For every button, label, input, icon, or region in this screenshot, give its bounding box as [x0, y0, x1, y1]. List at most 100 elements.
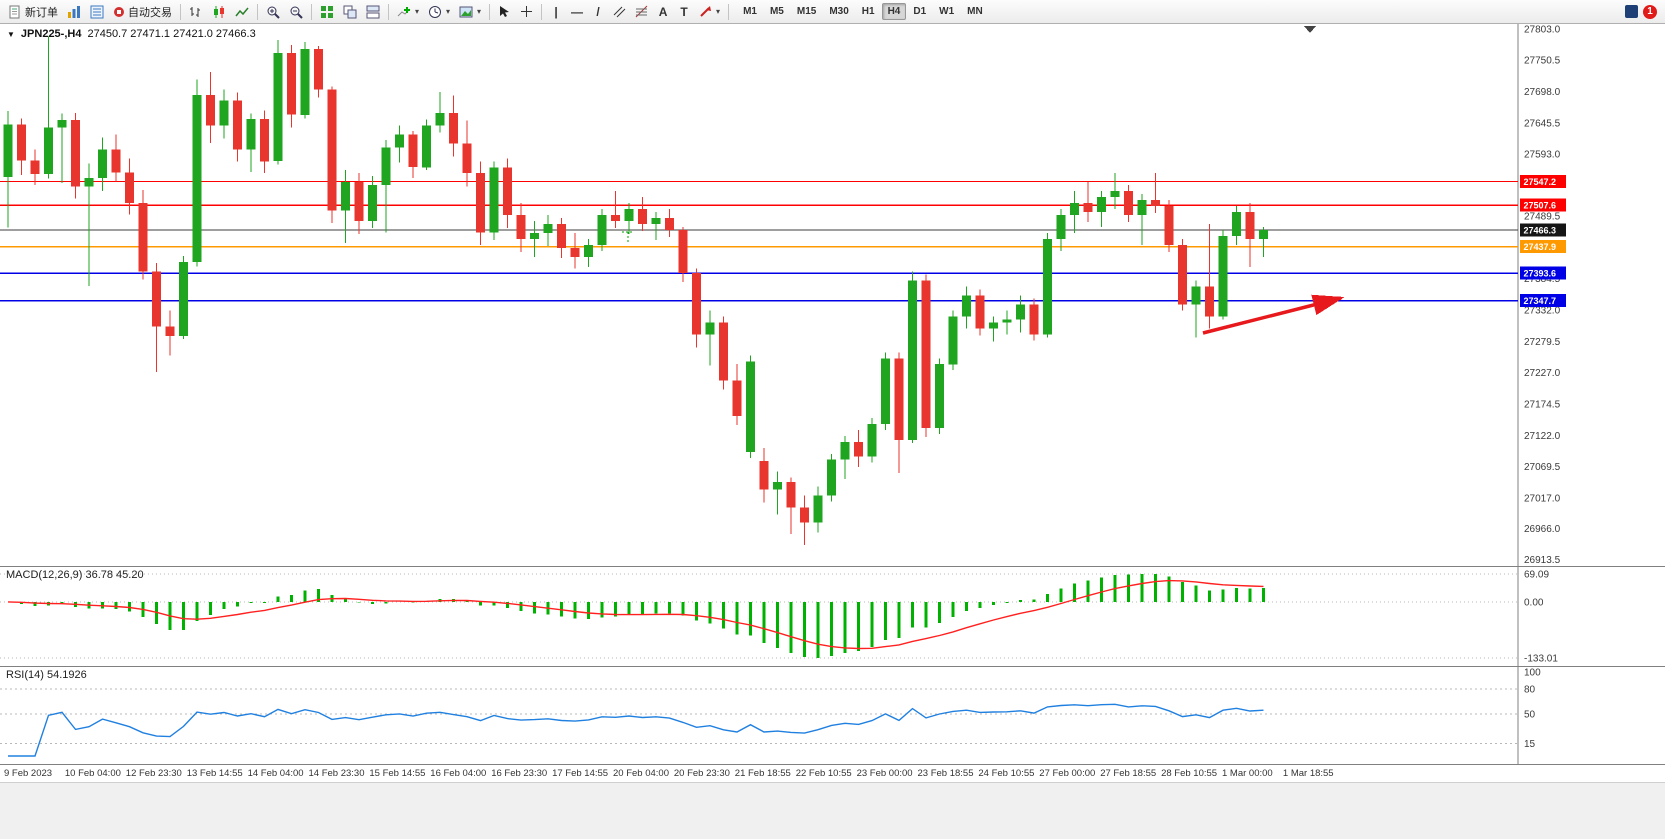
- auto-trading-button[interactable]: 自动交易: [109, 2, 176, 22]
- template-icon: [459, 6, 473, 17]
- rsi-panel-canvas[interactable]: 100 80 50 15: [0, 666, 1665, 764]
- bar-chart-mode-button[interactable]: [185, 2, 207, 22]
- clock-icon: [429, 5, 442, 18]
- toolbar-separator: [311, 3, 312, 20]
- crosshair-button[interactable]: [516, 2, 537, 22]
- macd-scale-label: -133.01: [1524, 654, 1558, 665]
- price-label: 27227.0: [1524, 368, 1561, 379]
- horizontal-line-icon: —: [571, 4, 584, 19]
- navigator-button[interactable]: [86, 2, 108, 22]
- macd-panel-canvas[interactable]: 69.09 0.00 -133.01: [0, 566, 1665, 666]
- channel-icon: [613, 6, 626, 18]
- price-label: 26966.0: [1524, 524, 1561, 535]
- main-chart-canvas[interactable]: 27803.0 27750.5 27698.0 27645.5 27593.0 27489…: [0, 24, 1665, 566]
- tile-horizontal-button[interactable]: [362, 2, 384, 22]
- time-label: 15 Feb 14:55: [369, 768, 426, 779]
- timeframe-h1-button[interactable]: H1: [856, 3, 881, 20]
- time-axis[interactable]: 9 Feb 2023 10 Feb 04:00 12 Feb 23:30 13 Feb…: [0, 764, 1665, 782]
- cascade-windows-icon: [343, 5, 357, 18]
- timeframe-m1-button[interactable]: M1: [737, 3, 763, 20]
- price-label: 27593.0: [1524, 150, 1561, 161]
- timeframe-m15-button[interactable]: M15: [791, 3, 822, 20]
- zoom-in-icon: [267, 6, 280, 19]
- macd-indicator-label: MACD(12,26,9) 36.78 45.20: [6, 569, 144, 581]
- templates-button[interactable]: ▾: [455, 2, 485, 22]
- chart-window: 27803.0 27750.5 27698.0 27645.5 27593.0 27489…: [0, 24, 1665, 782]
- timeframe-mn-button[interactable]: MN: [961, 3, 989, 20]
- time-label: 13 Feb 14:55: [186, 768, 243, 779]
- line-chart-icon: [235, 7, 249, 16]
- tile-windows-icon: [321, 5, 333, 18]
- time-label: 28 Feb 10:55: [1161, 768, 1218, 779]
- cursor-arrow-icon: [500, 6, 510, 17]
- price-label: 27698.0: [1524, 87, 1561, 98]
- trend-arrow-annotation[interactable]: [1202, 294, 1345, 335]
- line-chart-mode-button[interactable]: [231, 2, 253, 22]
- time-label: 24 Feb 10:55: [978, 768, 1035, 779]
- price-label: 27174.5: [1524, 399, 1561, 410]
- toolbar-separator: [489, 3, 491, 20]
- time-label: 14 Feb 04:00: [247, 768, 304, 779]
- price-label: 27645.5: [1524, 118, 1561, 129]
- svg-text:27466.3: 27466.3: [1524, 225, 1557, 235]
- bar-chart-icon: [68, 5, 80, 18]
- toolbar-separator: [388, 3, 389, 20]
- zoom-out-button[interactable]: [285, 2, 307, 22]
- timeframe-d1-button[interactable]: D1: [907, 3, 932, 20]
- arrow-object-icon: [700, 6, 712, 17]
- periods-button[interactable]: ▾: [424, 2, 454, 22]
- order-marker-icon: [622, 231, 634, 242]
- time-label: 9 Feb 2023: [4, 768, 53, 779]
- dropdown-caret-icon: ▾: [415, 7, 420, 16]
- cascade-windows-button[interactable]: [339, 2, 361, 22]
- timeframe-h4-button[interactable]: H4: [881, 3, 907, 20]
- tile-windows-button[interactable]: [316, 2, 338, 22]
- vertical-line-tool-button[interactable]: |: [546, 2, 566, 22]
- candlestick-icon: [214, 5, 224, 18]
- candlestick-mode-button[interactable]: [208, 2, 230, 22]
- timeframe-m5-button[interactable]: M5: [764, 3, 790, 20]
- price-label: 27803.0: [1524, 24, 1561, 35]
- channel-tool-button[interactable]: [609, 2, 630, 22]
- price-badges: 27547.2 27507.6 27466.3 27437.9 27393.6 27347…: [1520, 175, 1566, 308]
- rsi-scale-label: 15: [1524, 739, 1536, 750]
- candlesticks: [3, 36, 1268, 546]
- chart-title: ▼ JPN225-,H4 27450.7 27471.1 27421.0 274…: [7, 28, 256, 40]
- add-indicator-button[interactable]: ▾: [393, 2, 423, 22]
- text-tool-button[interactable]: A: [653, 2, 673, 22]
- price-label: 27332.0: [1524, 305, 1561, 316]
- text-icon: A: [658, 4, 668, 19]
- new-order-button[interactable]: 新订单: [4, 2, 62, 22]
- time-label: 22 Feb 10:55: [795, 768, 852, 779]
- svg-text:27547.2: 27547.2: [1524, 177, 1557, 187]
- navigator-icon: [90, 5, 104, 18]
- horizontal-line-tool-button[interactable]: —: [567, 2, 587, 22]
- notification-badge[interactable]: 1: [1643, 4, 1657, 19]
- new-order-label: 新订单: [25, 6, 58, 19]
- time-label: 27 Feb 00:00: [1039, 768, 1096, 779]
- label-tool-button[interactable]: T: [674, 2, 694, 22]
- price-label: 27069.5: [1524, 462, 1561, 473]
- main-toolbar: 新订单 自动交易: [0, 0, 1665, 24]
- fibonacci-tool-button[interactable]: [631, 2, 652, 22]
- price-label: 27017.0: [1524, 494, 1561, 505]
- timeframe-w1-button[interactable]: W1: [933, 3, 960, 20]
- time-label: 21 Feb 18:55: [734, 768, 791, 779]
- zoom-out-icon: [290, 6, 303, 19]
- trendline-tool-button[interactable]: /: [588, 2, 608, 22]
- arrows-tool-button[interactable]: ▾: [695, 2, 724, 22]
- app-icon: [1625, 5, 1638, 18]
- chart-shift-marker-icon[interactable]: [1304, 26, 1316, 33]
- crosshair-icon: [521, 6, 533, 17]
- cursor-button[interactable]: [494, 2, 515, 22]
- dropdown-caret-icon: ▾: [477, 7, 482, 16]
- time-label: 20 Feb 04:00: [613, 768, 669, 779]
- one-click-trading-caret-icon[interactable]: ▼: [7, 29, 15, 39]
- zoom-in-button[interactable]: [262, 2, 284, 22]
- time-label: 23 Feb 00:00: [856, 768, 913, 779]
- macd-scale-label: 0.00: [1524, 597, 1544, 608]
- charts-button[interactable]: [63, 2, 85, 22]
- timeframe-m30-button[interactable]: M30: [823, 3, 854, 20]
- rsi-line: [8, 703, 1264, 757]
